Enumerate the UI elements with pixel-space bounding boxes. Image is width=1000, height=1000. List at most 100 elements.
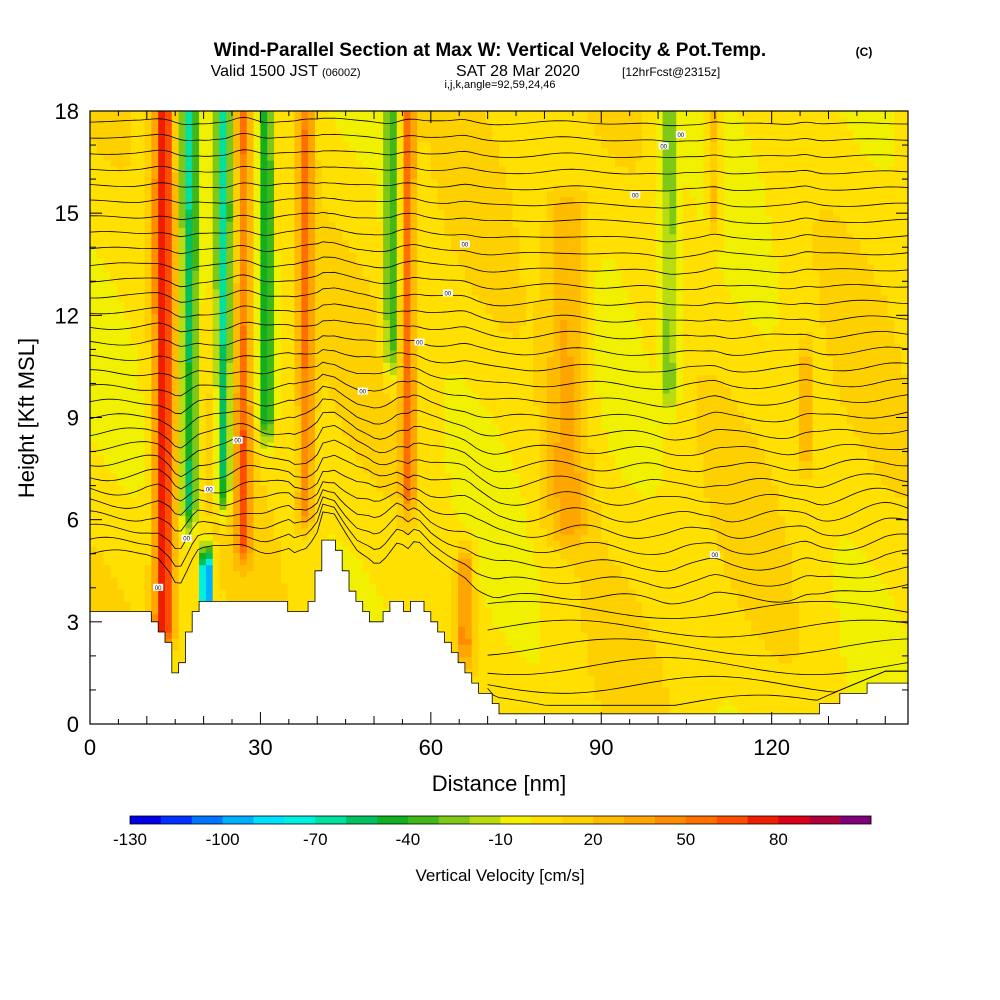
- velocity-cell: [410, 595, 418, 602]
- velocity-cell: [267, 442, 275, 449]
- velocity-cell: [233, 221, 241, 229]
- velocity-cell: [287, 564, 296, 572]
- velocity-cell: [90, 601, 98, 609]
- velocity-cell: [239, 570, 248, 578]
- velocity-cell: [260, 233, 268, 241]
- velocity-cell: [362, 374, 371, 382]
- velocity-cell: [389, 227, 398, 235]
- velocity-cell: [383, 288, 391, 296]
- velocity-cell: [144, 576, 152, 584]
- velocity-cell: [253, 429, 262, 437]
- velocity-cell: [328, 472, 336, 480]
- velocity-cell: [362, 196, 371, 204]
- velocity-cell: [164, 282, 173, 290]
- velocity-cell: [117, 111, 125, 118]
- velocity-cell: [219, 546, 227, 553]
- velocity-cell: [226, 251, 234, 259]
- velocity-cell: [308, 472, 316, 480]
- velocity-cell: [205, 392, 214, 400]
- velocity-cell: [308, 435, 316, 443]
- velocity-cell: [260, 411, 268, 419]
- velocity-cell: [246, 276, 255, 284]
- velocity-cell: [110, 448, 118, 455]
- velocity-cell: [369, 313, 377, 321]
- velocity-cell: [253, 411, 262, 419]
- velocity-cell: [144, 123, 152, 130]
- velocity-cell: [410, 423, 418, 431]
- velocity-cell: [362, 301, 371, 308]
- velocity-cell: [90, 147, 98, 155]
- velocity-cell: [396, 521, 405, 529]
- velocity-cell: [403, 178, 411, 186]
- velocity-cell: [110, 570, 118, 578]
- velocity-cell: [342, 552, 350, 560]
- velocity-cell: [219, 264, 227, 271]
- velocity-cell: [253, 301, 262, 308]
- velocity-cell: [233, 276, 241, 284]
- velocity-cell: [158, 491, 166, 498]
- velocity-cell: [301, 356, 309, 363]
- velocity-cell: [335, 417, 343, 425]
- velocity-cell: [199, 484, 207, 492]
- velocity-cell: [376, 564, 384, 572]
- velocity-cell: [349, 386, 357, 394]
- velocity-cell: [260, 178, 268, 186]
- velocity-cell: [355, 129, 364, 137]
- velocity-cell: [314, 392, 323, 400]
- velocity-cell: [321, 392, 330, 400]
- velocity-cell: [389, 374, 398, 382]
- velocity-cell: [171, 129, 180, 137]
- velocity-cell: [274, 331, 282, 339]
- velocity-cell: [301, 423, 309, 431]
- velocity-cell: [383, 429, 391, 437]
- velocity-cell: [280, 380, 289, 388]
- velocity-cell: [376, 460, 384, 468]
- velocity-cell: [274, 386, 282, 394]
- velocity-cell: [287, 429, 296, 437]
- velocity-cell: [205, 129, 214, 137]
- velocity-cell: [335, 356, 343, 363]
- velocity-cell: [424, 509, 432, 517]
- velocity-cell: [321, 435, 330, 443]
- velocity-cell: [335, 141, 343, 149]
- velocity-cell: [205, 399, 214, 406]
- velocity-cell: [144, 509, 152, 517]
- velocity-cell: [239, 392, 248, 400]
- velocity-cell: [246, 178, 255, 186]
- velocity-cell: [192, 245, 200, 253]
- velocity-cell: [185, 619, 193, 627]
- velocity-cell: [144, 442, 152, 449]
- velocity-cell: [253, 442, 262, 449]
- velocity-cell: [369, 362, 377, 370]
- velocity-cell: [321, 527, 330, 535]
- velocity-cell: [226, 313, 234, 321]
- velocity-cell: [178, 423, 187, 431]
- velocity-cell: [314, 294, 323, 302]
- velocity-cell: [178, 546, 187, 553]
- velocity-cell: [294, 374, 302, 382]
- velocity-cell: [369, 411, 377, 419]
- velocity-cell: [158, 282, 166, 290]
- velocity-cell: [403, 301, 411, 308]
- velocity-cell: [328, 166, 336, 173]
- velocity-cell: [403, 190, 411, 198]
- velocity-cell: [342, 374, 350, 382]
- velocity-cell: [239, 466, 248, 474]
- velocity-cell: [144, 527, 152, 535]
- velocity-cell: [158, 607, 166, 615]
- velocity-cell: [355, 233, 364, 241]
- velocity-cell: [335, 251, 343, 259]
- velocity-cell: [178, 209, 187, 216]
- velocity-cell: [192, 117, 200, 124]
- velocity-cell: [212, 196, 221, 204]
- velocity-cell: [410, 160, 418, 167]
- velocity-cell: [389, 417, 398, 425]
- velocity-cell: [103, 527, 112, 535]
- velocity-cell: [267, 533, 275, 541]
- velocity-cell: [260, 239, 268, 247]
- velocity-cell: [383, 270, 391, 278]
- velocity-cell: [171, 546, 180, 553]
- velocity-cell: [205, 589, 214, 596]
- velocity-cell: [267, 282, 275, 290]
- velocity-cell: [389, 472, 398, 480]
